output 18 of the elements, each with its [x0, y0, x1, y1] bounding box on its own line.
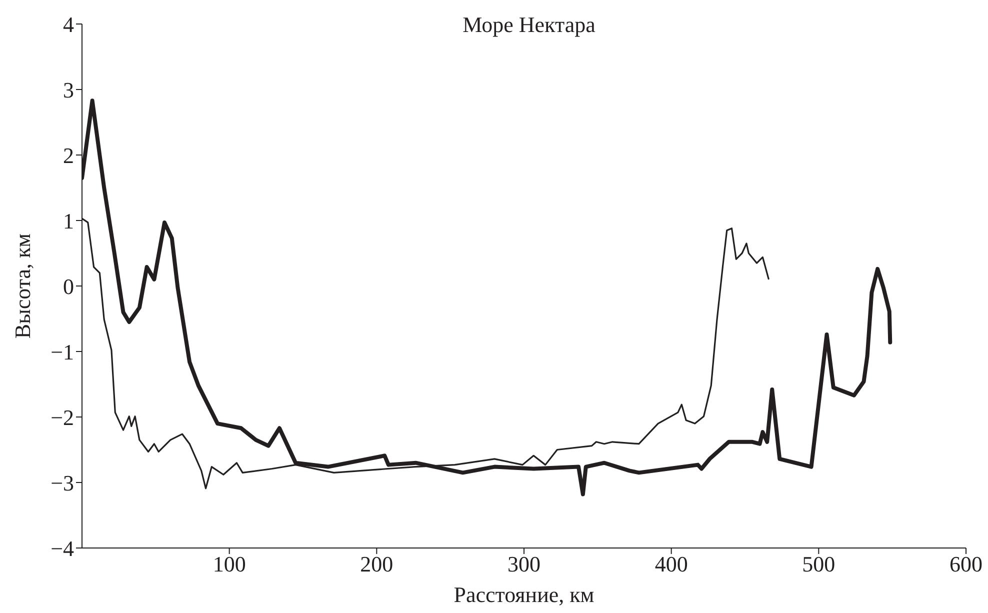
x-tick-label: 100	[212, 552, 246, 577]
y-tick-label: 3	[63, 77, 74, 102]
x-axis-title: Расстояние, км	[454, 582, 594, 607]
y-tick-label: 1	[63, 208, 74, 234]
chart-title: Море Нектара	[462, 12, 596, 37]
y-tick-label: −2	[50, 404, 74, 430]
y-tick-label: −1	[50, 339, 74, 364]
y-tick-label: 4	[63, 12, 74, 37]
x-tick-label: 600	[950, 552, 982, 577]
y-tick-label: −3	[50, 470, 74, 496]
x-tick-label: 500	[802, 552, 836, 577]
y-tick-label: 0	[63, 274, 74, 299]
y-tick-label: −4	[50, 536, 74, 561]
y-axis-title: Высота, км	[10, 233, 35, 339]
x-tick-label: 300	[508, 552, 540, 577]
x-tick-label: 200	[360, 552, 394, 577]
x-tick-label: 400	[654, 552, 688, 577]
y-tick-label: 2	[63, 142, 74, 168]
